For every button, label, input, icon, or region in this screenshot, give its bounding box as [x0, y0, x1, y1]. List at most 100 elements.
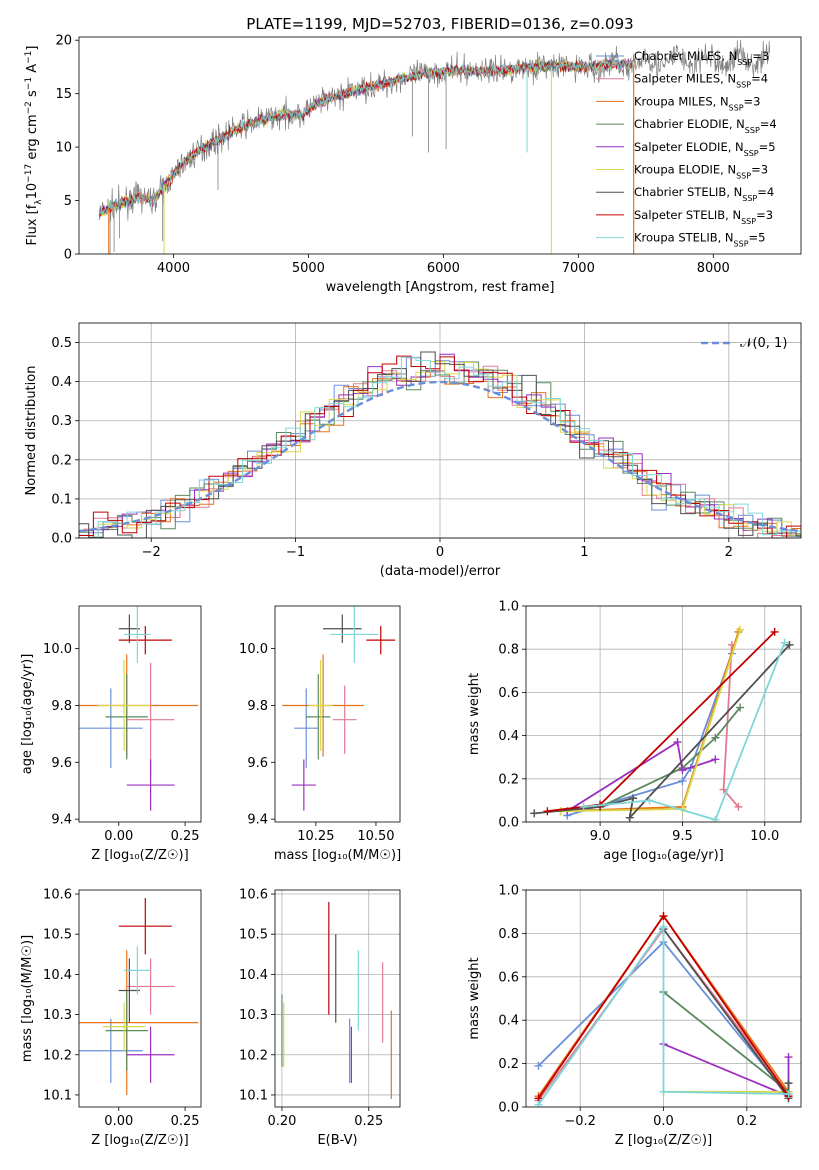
y-tick-label: 10.0 — [43, 642, 72, 657]
weight-marker-4 — [711, 755, 720, 764]
weight-marker-8 — [579, 802, 588, 811]
y-tick-label: 9.8 — [51, 699, 72, 714]
y-tick-label: 0.2 — [498, 1057, 519, 1072]
axes-frame — [78, 322, 802, 539]
y-label-part: Flux [f — [25, 204, 40, 245]
legend-label: Kroupa STELIB, N — [634, 231, 734, 245]
legend-entry-0: Chabrier MILES, NSSP=3 — [634, 49, 769, 67]
histogram-1 — [79, 365, 801, 538]
y-tick-label: 10.2 — [239, 1048, 268, 1063]
weight-line-4 — [566, 740, 716, 812]
weight-line-3 — [599, 706, 741, 808]
axes-frame — [274, 889, 401, 1108]
weight-lines-group — [534, 912, 793, 1107]
weight-marker-8 — [534, 1100, 543, 1107]
x-axis-label: wavelength [Angstrom, rest frame] — [326, 280, 555, 295]
errorbars-group — [79, 606, 199, 811]
histogram-5 — [83, 361, 801, 538]
y-tick-label: 9.8 — [247, 699, 268, 714]
y-label-part: λ — [34, 199, 44, 205]
y-tick-label: 0.0 — [498, 1101, 519, 1116]
x-tick-label: 2 — [725, 545, 733, 560]
y-tick-label: 10.0 — [239, 642, 268, 657]
y-label-part: −1 — [24, 51, 34, 64]
legend-sub: SSP — [736, 171, 751, 180]
legend-entry-2: Kroupa MILES, NSSP=3 — [634, 94, 760, 112]
normal-reference-curve — [79, 380, 799, 533]
y-axis-label: Normed distribution — [24, 366, 39, 496]
y-tick-label: 10.6 — [43, 888, 72, 903]
y-tick-label: 0.6 — [498, 970, 519, 985]
y-label-part: −1 — [24, 77, 34, 90]
weight-marker-4 — [784, 1053, 793, 1062]
weight-marker-5 — [736, 625, 745, 634]
legend-entry-7: Salpeter STELIB, NSSP=3 — [634, 208, 773, 226]
legend-label: Chabrier MILES, N — [634, 49, 737, 63]
y-tick-label: 0.4 — [51, 375, 72, 390]
histogram-3 — [79, 361, 801, 538]
y-tick-label: 0.6 — [498, 686, 519, 701]
y-label-part: 10 — [25, 183, 40, 200]
legend-value: =3 — [756, 208, 773, 222]
legend-value: =5 — [759, 140, 776, 154]
y-tick-label: 1.0 — [498, 884, 519, 899]
y-tick-label: 20 — [55, 34, 72, 49]
x-axis-label: age [log₁₀(age/yr)] — [603, 848, 724, 863]
legend-value: =3 — [744, 94, 761, 108]
x-tick-label: 0.2 — [736, 1114, 757, 1129]
legend-label-normal: 𝒩(0, 1) — [740, 336, 787, 351]
y-tick-label: 9.6 — [51, 756, 72, 771]
residuals-panel: −2 −1 0 1 2 0.0 0.1 0.2 0.3 0.4 0.5 (data-model)/er… — [24, 322, 802, 579]
y-tick-label: 0.0 — [51, 532, 72, 547]
x-tick-label: 0.00 — [104, 829, 133, 844]
legend-sub: SSP — [736, 80, 751, 89]
x-axis-label: mass [log₁₀(M/M☉)] — [274, 848, 401, 863]
x-tick-label: 10.50 — [357, 829, 394, 844]
legend-value: =3 — [751, 163, 768, 177]
y-tick-label: 0.3 — [51, 414, 72, 429]
weight-marker-6 — [785, 640, 794, 649]
legend-entry-6: Chabrier STELIB, NSSP=4 — [634, 185, 774, 203]
model-line-6 — [98, 58, 633, 216]
weight-marker-8 — [659, 1087, 668, 1096]
weight-marker-6 — [530, 809, 539, 818]
axes-frame — [78, 36, 802, 255]
weight-lines-group — [530, 625, 794, 822]
x-tick-label: 10.0 — [750, 829, 779, 844]
x-tick-label: 6000 — [427, 261, 460, 276]
model-line-5 — [98, 57, 633, 218]
x-tick-label: 0.25 — [171, 829, 200, 844]
weight-line-6 — [662, 928, 790, 1102]
legend-sub: SSP — [734, 239, 749, 248]
y-tick-label: 15 — [55, 87, 72, 102]
x-tick-label: 0 — [436, 545, 444, 560]
weight-marker-8 — [711, 815, 720, 822]
x-tick-label: 5000 — [292, 261, 325, 276]
weight-marker-6 — [629, 794, 638, 803]
x-tick-label: −0.2 — [564, 1114, 596, 1129]
weight-marker-6 — [784, 1079, 793, 1088]
age_vs_Z-panel: 0.00 0.25 9.4 9.6 9.8 10.0 Z [log₁₀(Z/Z☉)] age … — [20, 605, 202, 863]
y-tick-label: 10.5 — [239, 928, 268, 943]
legend-label: Salpeter MILES, N — [634, 72, 736, 86]
x-tick-label: 9.5 — [672, 829, 693, 844]
legend-entry-5: Kroupa ELODIE, NSSP=3 — [634, 163, 768, 181]
legend-entry-8: Kroupa STELIB, NSSP=5 — [634, 231, 765, 249]
model-line-2 — [98, 59, 633, 216]
mass_vs_Z-panel: 0.00 0.25 10.1 10.2 10.3 10.4 10.5 10.6 Z [log₁₀… — [20, 888, 202, 1148]
weight_vs_Z-panel: −0.2 0.0 0.2 0.0 0.2 0.4 0.6 0.8 1.0 Z [log₁₀(Z/Z… — [467, 884, 802, 1148]
weight-marker-8 — [784, 1089, 793, 1098]
weight-marker-8 — [645, 796, 654, 805]
y-tick-label: 10.4 — [239, 968, 268, 983]
legend-label: Kroupa ELODIE, N — [634, 163, 736, 177]
legend-sub: SSP — [729, 103, 744, 112]
legend-entry-1: Salpeter MILES, NSSP=4 — [634, 72, 768, 90]
y-tick-label: 5 — [64, 194, 72, 209]
weight-line-0 — [566, 653, 733, 817]
weight-line-8 — [537, 924, 789, 1106]
x-tick-label: 0.0 — [653, 1114, 674, 1129]
y-tick-label: 0.8 — [498, 927, 519, 942]
weight-marker-7 — [543, 807, 552, 816]
axes-frame — [525, 889, 802, 1108]
